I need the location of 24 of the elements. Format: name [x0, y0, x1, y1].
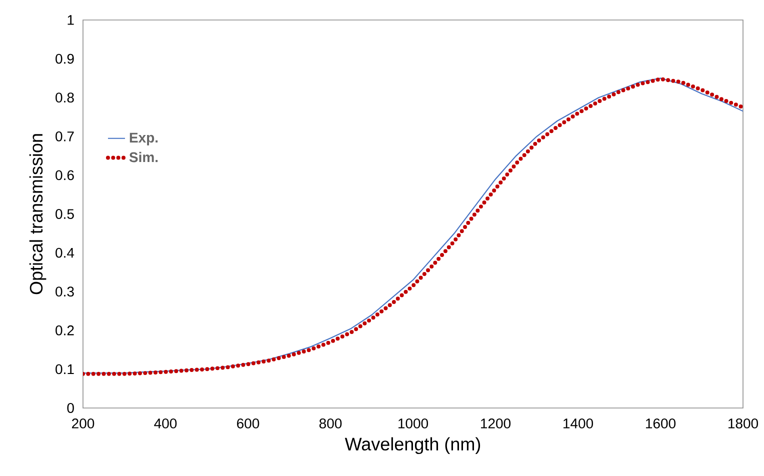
- y-tick-label: 0.1: [56, 364, 74, 374]
- x-tick-label: 1200: [480, 418, 511, 428]
- legend-label: Sim.: [129, 152, 158, 162]
- x-tick-label: 400: [154, 418, 177, 428]
- legend-label: Exp.: [130, 132, 158, 146]
- y-axis-title: Optical transmission: [29, 134, 46, 294]
- y-tick-label: 0.6: [56, 170, 74, 180]
- x-tick-label: 600: [237, 418, 260, 428]
- y-tick-label: 0: [67, 403, 74, 413]
- y-tick-label: 0.9: [56, 54, 74, 64]
- y-tick-label: 0.7: [56, 131, 74, 142]
- y-tick-label: 0.8: [56, 92, 74, 103]
- x-tick-label: 1400: [563, 418, 594, 428]
- x-tick-label: 1800: [728, 418, 758, 428]
- x-tick-label: 200: [72, 418, 94, 428]
- y-tick-label: 0.4: [56, 248, 74, 258]
- y-tick-label: 0.5: [56, 209, 74, 219]
- x-tick-label: 800: [319, 418, 342, 428]
- y-tick-label: 1: [68, 15, 74, 25]
- y-tick-label: 0.3: [56, 286, 74, 297]
- x-axis-title: Wavelength (nm): [344, 437, 480, 454]
- y-tick-label: 0.2: [56, 325, 74, 336]
- x-tick-label: 1000: [398, 418, 428, 428]
- x-tick-label: 1600: [646, 418, 676, 428]
